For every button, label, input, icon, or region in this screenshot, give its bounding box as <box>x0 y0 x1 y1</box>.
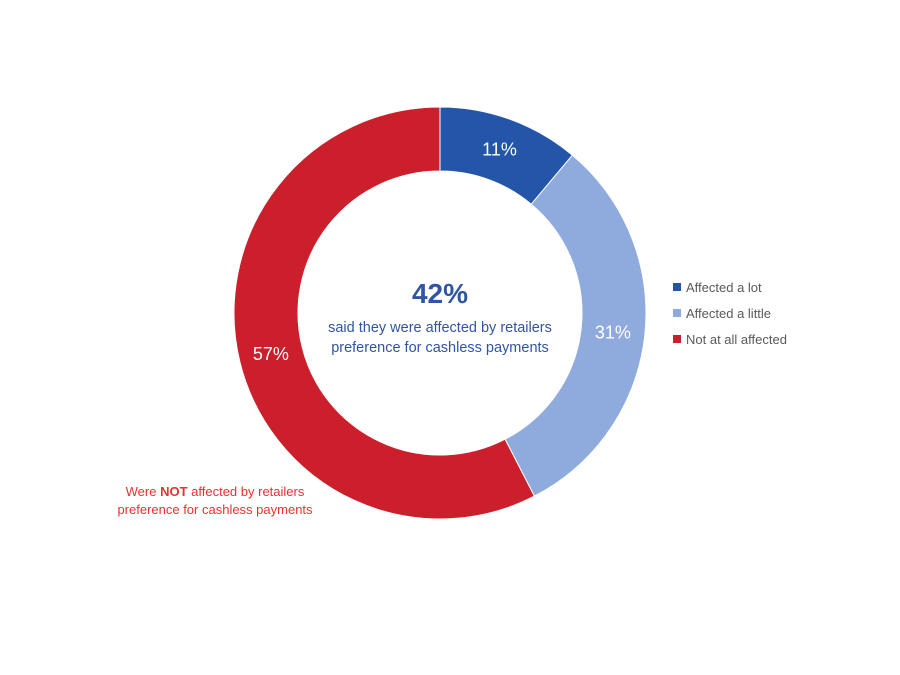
center-caption-line2: preference for cashless payments <box>331 340 549 356</box>
center-percentage: 42% <box>411 278 469 309</box>
legend-label: Affected a lot <box>686 279 762 295</box>
slice-labels: 11% 31% 57% <box>253 139 631 364</box>
donut-slice-affected-a-little <box>504 154 647 497</box>
legend-label: Affected a little <box>686 305 772 321</box>
legend-item-not-at-all-affected: Not at all affected <box>673 326 787 352</box>
center-caption-line1: said they were affected by retailers <box>328 320 552 336</box>
donut-slices <box>233 106 647 520</box>
slice-percent-label: 11% <box>482 139 517 159</box>
annotation-line1: Were NOT affected by retailers <box>100 483 330 501</box>
not-affected-annotation: Were NOT affected by retailers preferenc… <box>100 483 330 519</box>
slice-percent-label: 57% <box>253 344 289 364</box>
legend-item-affected-a-lot: Affected a lot <box>673 274 787 300</box>
legend-label: Not at all affected <box>686 331 787 347</box>
annotation-line2: preference for cashless payments <box>117 502 313 517</box>
annotation-rest: affected by retailers <box>187 484 305 499</box>
annotation-prefix: Were <box>125 484 161 499</box>
legend: Affected a lot Affected a little Not at … <box>673 274 787 352</box>
legend-swatch-icon <box>673 309 681 317</box>
center-caption: said they were affected by retailers pre… <box>300 318 580 358</box>
legend-item-affected-a-little: Affected a little <box>673 300 787 326</box>
legend-swatch-icon <box>673 283 681 291</box>
slice-percent-label: 31% <box>595 322 631 342</box>
annotation-emphasis: NOT <box>160 484 188 499</box>
donut-slice-not-at-all-affected <box>233 106 536 520</box>
legend-swatch-icon <box>673 335 681 343</box>
